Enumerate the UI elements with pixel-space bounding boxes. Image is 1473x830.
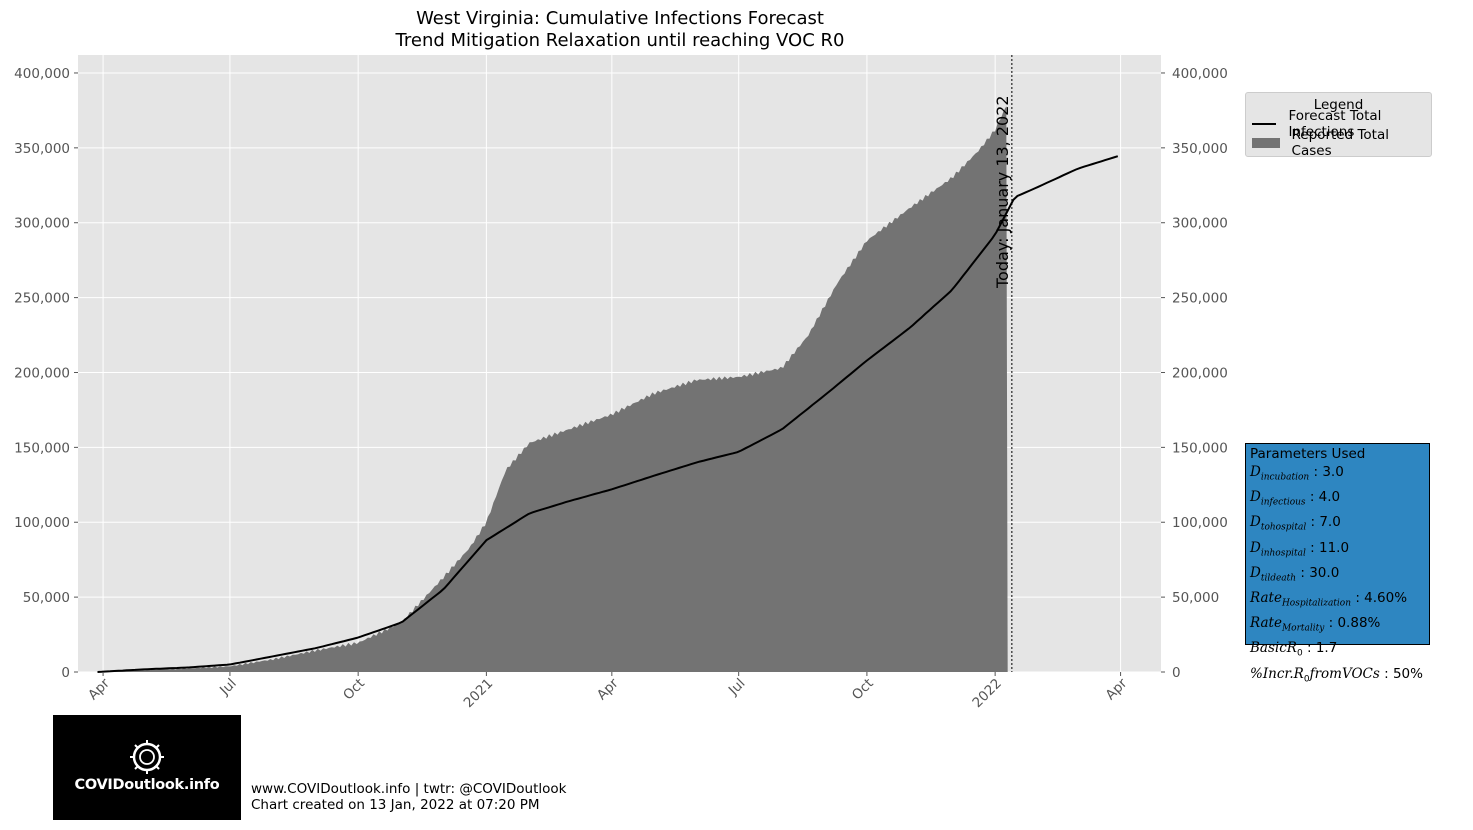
x-tick-label: Oct — [849, 676, 877, 704]
right-tick-label: 0 — [1172, 665, 1181, 681]
param-d-tildeath: Dtildeath : 30.0 — [1250, 564, 1340, 584]
right-tick-label: 250,000 — [1172, 291, 1228, 307]
param-incr-r0-vocs: %Incr.R0fromVOCs : 50% — [1250, 665, 1423, 685]
forecast-total-infections-line — [97, 155, 1119, 673]
parameters-title: Parameters Used — [1250, 446, 1366, 462]
right-tick-label: 300,000 — [1172, 216, 1228, 232]
left-tick-label: 400,000 — [14, 66, 70, 82]
left-tick-label: 50,000 — [23, 590, 70, 606]
virus-icon — [130, 740, 164, 774]
parameters-box: Parameters Used Dincubation : 3.0 Dinfec… — [1245, 443, 1430, 684]
x-tick-label: Oct — [340, 676, 368, 704]
legend-label-forecast: Forecast Total Infections — [1288, 108, 1382, 140]
x-tick-label: Apr — [594, 675, 622, 703]
param-d-infectious: Dinfectious : 4.0 — [1250, 489, 1341, 508]
legend-item-reported: Reported Total Cases — [1252, 127, 1431, 159]
left-tick-label: 250,000 — [14, 291, 70, 307]
chart-title-line1: West Virginia: Cumulative Infections For… — [416, 8, 824, 29]
x-tick-label: Jul — [216, 676, 240, 700]
x-tick-label: Apr — [1103, 675, 1131, 703]
credits-line2: Chart created on 13 Jan, 2022 at 07:20 P… — [251, 797, 540, 813]
right-tick-label: 200,000 — [1172, 365, 1228, 381]
credits: www.COVIDoutlook.info | twtr: @COVIDoutl… — [251, 781, 566, 813]
left-tick-label: 100,000 — [14, 515, 70, 531]
legend-bar-swatch — [1252, 138, 1280, 148]
left-y-axis: 0 50,000 100,000 150,000 200,000 250,000 300,0… — [14, 66, 78, 681]
today-label: Today: January 13, 2022 — [993, 95, 1012, 289]
right-y-axis: 0 50,000 100,000 150,000 200,000 250,000 300,0… — [1161, 66, 1228, 681]
left-tick-label: 150,000 — [14, 440, 70, 456]
left-tick-label: 300,000 — [14, 216, 70, 232]
left-tick-label: 200,000 — [14, 365, 70, 381]
covidoutlook-logo: COVIDoutlook.info — [53, 715, 241, 820]
right-tick-label: 400,000 — [1172, 66, 1228, 82]
param-rate-mortality: RateMortality : 0.88% — [1250, 615, 1381, 634]
credits-line1: www.COVIDoutlook.info | twtr: @COVIDoutl… — [251, 781, 567, 797]
legend: Legend Forecast Total Infections Reporte… — [1245, 92, 1432, 159]
x-tick-label: 2021 — [461, 676, 497, 712]
legend-line-swatch — [1252, 123, 1277, 125]
legend-label-reported: Reported Total Cases — [1291, 127, 1389, 159]
param-d-tohospital: Dtohospital : 7.0 — [1250, 514, 1341, 534]
chart-title-line2: Trend Mitigation Relaxation until reachi… — [395, 30, 845, 51]
right-tick-label: 150,000 — [1172, 440, 1228, 456]
legend-item-forecast: Forecast Total Infections — [1252, 108, 1431, 140]
x-tick-label: Jul — [725, 676, 749, 700]
left-tick-label: 350,000 — [14, 141, 70, 157]
legend-title: Legend — [1313, 97, 1364, 113]
x-tick-label: Apr — [85, 675, 113, 703]
logo-text: COVIDoutlook.info — [74, 777, 220, 793]
right-tick-label: 100,000 — [1172, 515, 1228, 531]
x-tick-label: 2022 — [969, 676, 1005, 712]
param-basic-r0: BasicR0 : 1.7 — [1250, 640, 1338, 659]
param-d-incubation: Dincubation : 3.0 — [1250, 464, 1344, 483]
reported-total-cases-area — [97, 106, 1008, 672]
param-rate-hospitalization: RateHospitalization : 4.60% — [1250, 589, 1408, 609]
param-d-inhospital: Dinhospital : 11.0 — [1250, 539, 1350, 559]
right-tick-label: 50,000 — [1172, 590, 1219, 606]
left-tick-label: 0 — [61, 665, 70, 681]
x-axis: Apr Jul Oct 2021 Apr Jul Oct 2022 Apr — [85, 672, 1131, 711]
right-tick-label: 350,000 — [1172, 141, 1228, 157]
